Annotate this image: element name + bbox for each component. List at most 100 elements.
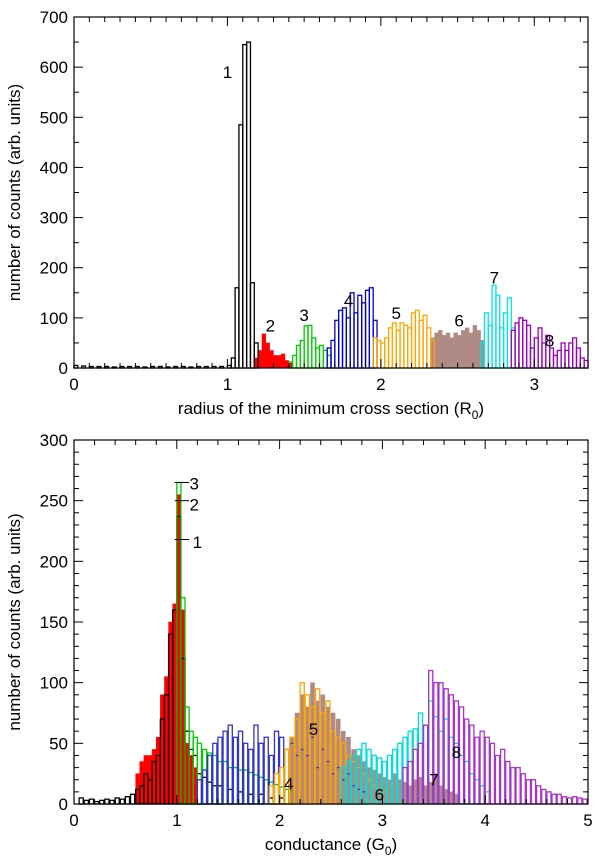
y-tick-label: 700 xyxy=(40,8,68,27)
x-tick-label: 0 xyxy=(69,375,78,394)
y-axis-label: number of counts (arb. units) xyxy=(5,513,24,730)
series-annotation-4: 4 xyxy=(284,774,293,793)
series-annotation-6: 6 xyxy=(454,311,463,330)
x-tick-label: 4 xyxy=(480,811,489,830)
bar-series-8 xyxy=(546,791,552,805)
bar-series-8 xyxy=(535,785,542,805)
x-tick-label: 2 xyxy=(376,375,385,394)
bar-series-1 xyxy=(78,797,84,805)
bar-series-2 xyxy=(273,355,278,369)
bar-series-4 xyxy=(263,736,269,805)
y-tick-label: 500 xyxy=(40,108,68,127)
bar-series-8 xyxy=(515,766,521,805)
bar-series-8 xyxy=(469,724,475,805)
bar-series-2 xyxy=(280,353,286,369)
series-1 xyxy=(73,41,259,369)
y-tick-label: 150 xyxy=(40,613,68,632)
bar-series-8 xyxy=(566,797,573,805)
bar-series-4 xyxy=(217,736,223,805)
x-axis-label: conductance (G0) xyxy=(265,835,397,858)
y-tick-label: 400 xyxy=(40,158,68,177)
series-annotation-2: 2 xyxy=(190,495,199,514)
y-tick-label: 100 xyxy=(40,309,68,328)
series-annotation-1: 1 xyxy=(193,533,202,552)
series-3 xyxy=(288,324,332,369)
series-2 xyxy=(135,494,198,805)
bar-series-8 xyxy=(443,688,449,805)
bar-series-1 xyxy=(129,793,136,805)
bar-series-6 xyxy=(441,335,447,369)
series-annotation-6: 6 xyxy=(375,785,384,804)
bar-series-8 xyxy=(494,754,501,805)
x-tick-label: 2 xyxy=(275,811,284,830)
bar-series-5 xyxy=(268,785,275,805)
bar-series-4 xyxy=(248,748,254,805)
series-annotation-1: 1 xyxy=(223,63,232,82)
y-tick-label: 0 xyxy=(59,795,68,814)
tick-marks xyxy=(73,439,589,805)
bar-series-6 xyxy=(465,327,470,369)
bar-series-1 xyxy=(119,798,126,805)
bar-series-4 xyxy=(242,742,249,805)
bar-series-1 xyxy=(88,798,95,805)
bar-series-8 xyxy=(577,797,583,805)
bar-series-4 xyxy=(201,769,208,805)
y-tick-label: 250 xyxy=(40,492,68,511)
tick-marks xyxy=(73,16,588,369)
bar-series-4 xyxy=(212,742,218,805)
bar-series-8 xyxy=(510,766,516,805)
bar-series-1 xyxy=(124,796,131,805)
bar-series-6 xyxy=(449,337,455,369)
bar-series-8 xyxy=(479,730,485,805)
series-annotation-2: 2 xyxy=(266,316,275,335)
bar-series-6 xyxy=(445,332,451,369)
series-annotation-5: 5 xyxy=(391,304,400,323)
series-annotation-8: 8 xyxy=(452,743,461,762)
bar-series-8 xyxy=(541,788,547,805)
y-tick-label: 0 xyxy=(59,359,68,378)
bar-series-8 xyxy=(489,742,496,805)
top-histogram-radius: 0 1 2 3 0 100 200 300 400 500 600 700 radius of the … xyxy=(5,8,589,422)
bar-series-8 xyxy=(484,736,490,805)
series-annotation-5: 5 xyxy=(309,720,318,739)
bar-series-6 xyxy=(453,332,458,369)
bar-series-8 xyxy=(505,760,511,805)
bar-series-8 xyxy=(525,779,532,805)
y-tick-label: 300 xyxy=(40,431,68,450)
y-tick-label: 300 xyxy=(40,209,68,228)
bar-series-8 xyxy=(520,773,526,805)
bar-series-1 xyxy=(104,798,110,805)
series-2 xyxy=(254,333,293,369)
bar-series-1 xyxy=(114,797,120,805)
series-annotation-7: 7 xyxy=(490,269,499,288)
bar-series-2 xyxy=(261,333,267,369)
bar-series-2 xyxy=(277,355,282,369)
series-7 xyxy=(479,284,516,369)
bar-series-6 xyxy=(457,335,462,369)
bar-series-8 xyxy=(499,748,506,805)
y-tick-label: 200 xyxy=(40,552,68,571)
series-annotation-8: 8 xyxy=(545,331,554,350)
x-tick-label: 1 xyxy=(172,811,181,830)
series-6 xyxy=(430,325,485,369)
bar-series-6 xyxy=(461,330,466,369)
x-tick-label: 3 xyxy=(378,811,387,830)
bar-series-8 xyxy=(582,798,588,805)
bar-series-4 xyxy=(196,779,203,805)
bar-series-8 xyxy=(571,796,578,805)
bar-series-6 xyxy=(468,332,474,369)
bar-series-8 xyxy=(561,796,568,805)
bar-series-2 xyxy=(265,342,270,369)
bar-series-4 xyxy=(227,724,233,805)
bar-series-4 xyxy=(253,724,259,805)
x-axis-label: radius of the minimum cross section (R0) xyxy=(178,399,484,422)
bar-series-8 xyxy=(551,793,557,805)
bar-series-4 xyxy=(232,736,239,805)
series-annotation-7: 7 xyxy=(429,771,438,790)
y-tick-label: 600 xyxy=(40,58,68,77)
bar-series-8 xyxy=(556,793,562,805)
bar-series-4 xyxy=(237,730,244,805)
y-tick-label: 200 xyxy=(40,259,68,278)
